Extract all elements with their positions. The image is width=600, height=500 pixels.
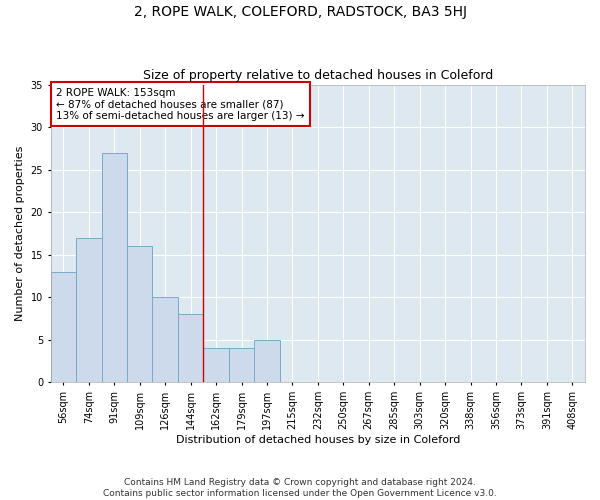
Bar [76, 238, 101, 382]
Y-axis label: Number of detached properties: Number of detached properties [15, 146, 25, 321]
Bar [229, 348, 254, 382]
Bar [254, 340, 280, 382]
Bar [152, 298, 178, 382]
Bar [178, 314, 203, 382]
Text: Contains HM Land Registry data © Crown copyright and database right 2024.
Contai: Contains HM Land Registry data © Crown c… [103, 478, 497, 498]
Text: 2, ROPE WALK, COLEFORD, RADSTOCK, BA3 5HJ: 2, ROPE WALK, COLEFORD, RADSTOCK, BA3 5H… [133, 5, 467, 19]
Bar [203, 348, 229, 382]
Bar [127, 246, 152, 382]
X-axis label: Distribution of detached houses by size in Coleford: Distribution of detached houses by size … [176, 435, 460, 445]
Title: Size of property relative to detached houses in Coleford: Size of property relative to detached ho… [143, 69, 493, 82]
Bar [50, 272, 76, 382]
Text: 2 ROPE WALK: 153sqm
← 87% of detached houses are smaller (87)
13% of semi-detach: 2 ROPE WALK: 153sqm ← 87% of detached ho… [56, 88, 305, 120]
Bar [101, 152, 127, 382]
